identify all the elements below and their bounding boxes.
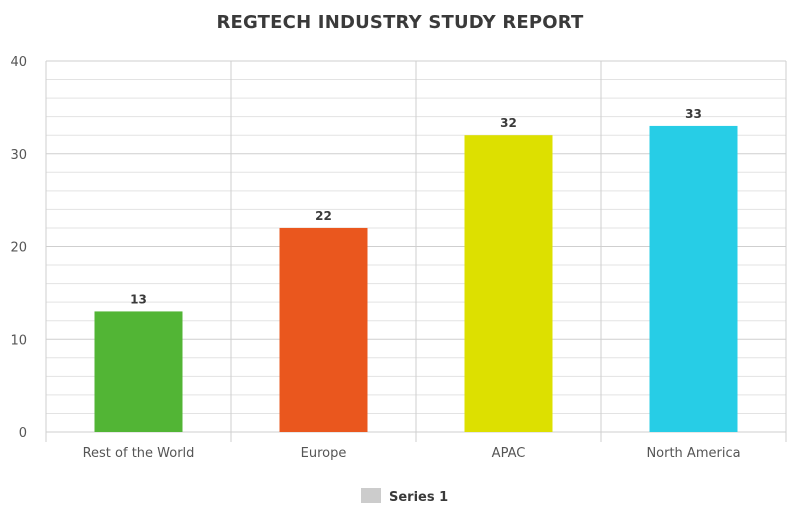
legend-swatch-series-1 [361, 488, 381, 503]
y-tick-label: 10 [10, 333, 27, 348]
bars [94, 125, 738, 433]
data-label: 22 [315, 209, 332, 223]
legend: Series 1 [361, 488, 448, 505]
legend-label-series-1: Series 1 [389, 490, 448, 505]
y-axis-ticks: 0 10 20 30 40 [10, 55, 27, 441]
x-category-label: Rest of the World [83, 446, 195, 461]
y-tick-label: 30 [10, 148, 27, 163]
x-category-label: Europe [301, 446, 347, 461]
y-tick-label: 0 [19, 426, 27, 441]
bar [279, 227, 368, 432]
data-labels: 13 22 32 33 [130, 107, 702, 306]
x-axis-categories: Rest of the World Europe APAC North America [83, 446, 741, 461]
bar [94, 311, 183, 432]
x-category-label: North America [646, 446, 740, 461]
bar [464, 135, 553, 432]
data-label: 32 [500, 116, 517, 130]
y-tick-label: 40 [10, 55, 27, 70]
x-category-label: APAC [492, 446, 526, 461]
y-tick-label: 20 [10, 241, 27, 256]
data-label: 33 [685, 107, 702, 121]
chart-title: REGTECH INDUSTRY STUDY REPORT [216, 12, 584, 33]
data-label: 13 [130, 292, 147, 306]
bar [649, 125, 738, 433]
